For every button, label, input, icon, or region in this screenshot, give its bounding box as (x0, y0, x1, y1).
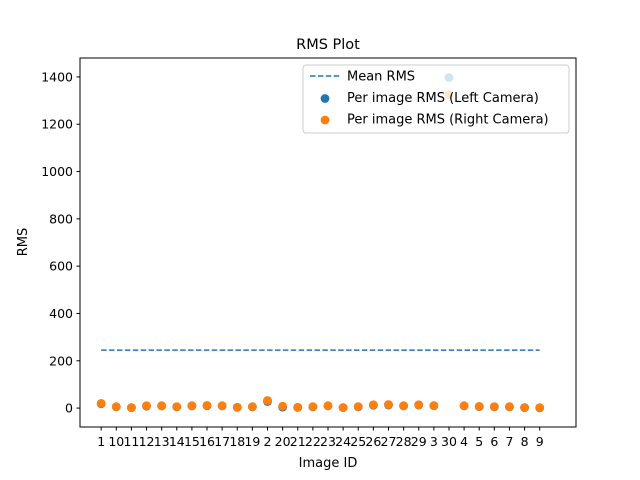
point-right-3 (429, 401, 439, 411)
point-right-18 (232, 402, 242, 412)
point-right-12 (142, 401, 151, 411)
point-right-15 (187, 401, 197, 411)
x-tick-label-10: 10 (108, 434, 124, 449)
legend-handle-left-camera (320, 94, 330, 103)
x-tick-label-30: 30 (441, 434, 457, 449)
x-tick-label-18: 18 (229, 434, 245, 449)
legend-label-3: Per image RMS (Right Camera) (347, 113, 549, 128)
legend: Mean RMS Per image RMS (Left Camera) Per i… (302, 64, 570, 134)
point-right-28 (399, 401, 409, 411)
x-tick-label-16: 16 (199, 434, 215, 449)
y-axis: 0 200 400 600 800 1000 1200 1400 (41, 69, 80, 416)
point-right-2 (263, 396, 272, 405)
x-tick-label-20: 20 (275, 434, 291, 449)
point-right-9 (535, 403, 545, 413)
y-tick-label-1000: 1000 (41, 164, 73, 179)
point-right-16 (202, 401, 212, 410)
y-tick-label-1400: 1400 (41, 69, 73, 84)
legend-handle-right-camera (320, 115, 330, 125)
y-tick-label-800: 800 (49, 211, 73, 226)
x-tick-label-27: 27 (381, 434, 397, 449)
x-tick-label-24: 24 (335, 434, 351, 449)
x-tick-label-15: 15 (184, 434, 200, 449)
x-axis: 1 10 11 12 13 14 15 16 17 18 19 2 20 21 22 23 24 25 26 27 28… (97, 427, 544, 449)
x-tick-label-19: 19 (244, 434, 260, 449)
x-tick-label-11: 11 (123, 434, 139, 449)
x-tick-label-7: 7 (505, 434, 513, 449)
y-tick-label-400: 400 (49, 306, 73, 321)
x-tick-label-3: 3 (430, 434, 438, 449)
point-right-8 (520, 403, 529, 413)
x-tick-label-5: 5 (475, 434, 483, 449)
point-right-22 (308, 402, 318, 412)
x-tick-label-6: 6 (490, 434, 498, 449)
y-tick-label-0: 0 (65, 401, 73, 416)
point-right-5 (474, 402, 484, 411)
point-right-23 (323, 401, 333, 411)
point-right-27 (384, 400, 393, 409)
x-tick-label-23: 23 (320, 434, 336, 449)
x-tick-label-17: 17 (214, 434, 230, 449)
point-right-7 (505, 402, 514, 412)
x-tick-label-14: 14 (169, 434, 185, 449)
point-right-4 (459, 401, 469, 411)
chart-title: RMS Plot (296, 37, 360, 53)
x-tick-label-29: 29 (411, 434, 427, 449)
x-tick-label-12: 12 (139, 434, 155, 449)
x-axis-label: Image ID (299, 456, 358, 471)
x-tick-label-9: 9 (536, 434, 544, 449)
legend-label-1: Mean RMS (347, 70, 415, 85)
x-tick-label-13: 13 (154, 434, 170, 449)
y-axis-label: RMS (16, 228, 31, 257)
x-tick-label-21: 21 (290, 434, 306, 449)
point-right-14 (172, 402, 182, 412)
x-tick-label-4: 4 (460, 434, 468, 449)
y-tick-label-1200: 1200 (41, 117, 73, 132)
point-right-20 (278, 401, 288, 411)
point-right-29 (414, 400, 424, 410)
point-right-17 (217, 401, 227, 411)
legend-label-2: Per image RMS (Left Camera) (347, 91, 539, 106)
x-tick-label-22: 22 (305, 434, 321, 449)
point-right-6 (489, 402, 499, 412)
y-tick-label-600: 600 (49, 259, 73, 274)
x-tick-label-28: 28 (396, 434, 412, 449)
point-right-26 (368, 400, 378, 410)
x-tick-label-25: 25 (350, 434, 366, 449)
y-tick-label-200: 200 (49, 353, 73, 368)
x-tick-label-1: 1 (97, 434, 105, 449)
point-right-13 (157, 401, 167, 411)
x-tick-label-8: 8 (521, 434, 529, 449)
point-right-24 (338, 403, 348, 413)
plot-area (96, 73, 545, 413)
point-right-21 (293, 402, 303, 412)
point-right-25 (353, 402, 363, 412)
legend-box (302, 64, 570, 134)
point-right-11 (127, 403, 136, 413)
point-right-10 (111, 402, 121, 412)
x-tick-label-26: 26 (365, 434, 381, 449)
point-right-1 (96, 398, 106, 408)
point-right-19 (247, 402, 257, 412)
x-tick-label-2: 2 (264, 434, 272, 449)
